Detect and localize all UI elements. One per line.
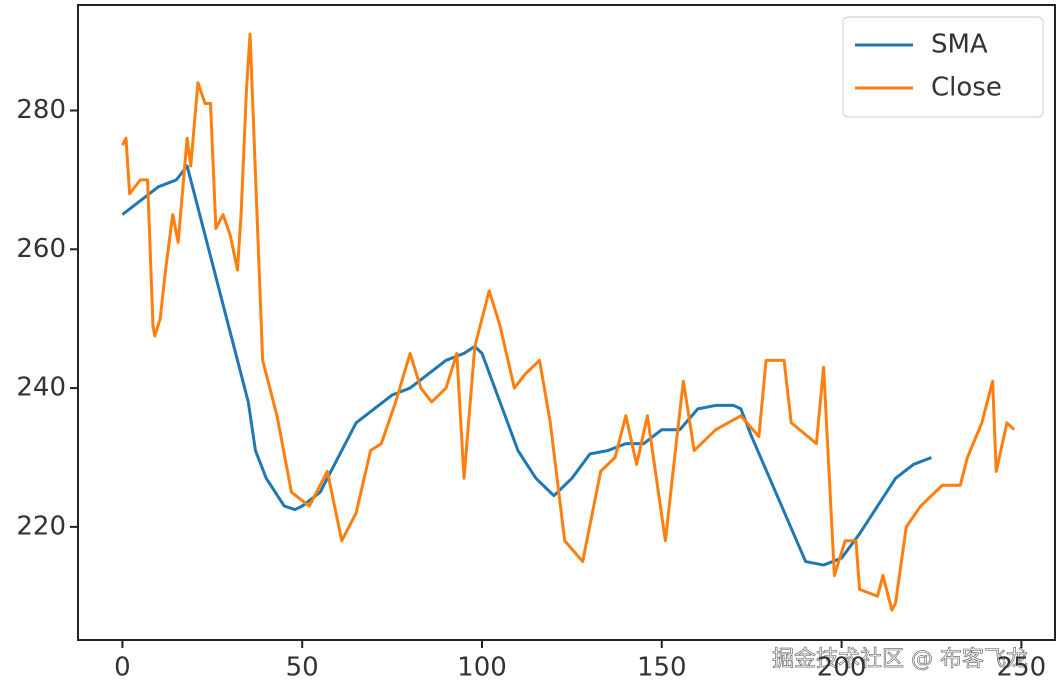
x-tick-label: 50	[286, 653, 319, 683]
axes-frame	[77, 4, 1056, 641]
x-tick-label: 100	[457, 653, 507, 683]
x-tick-label: 0	[114, 653, 131, 683]
x-tick-label: 250	[997, 653, 1047, 683]
y-tick-label: 280	[16, 95, 66, 125]
legend-box	[842, 16, 1044, 118]
y-tick-label: 240	[16, 373, 66, 403]
y-tick-label: 260	[16, 234, 66, 264]
line	[121, 32, 1016, 612]
legend-label: Close	[931, 73, 1002, 103]
legend-label: SMA	[931, 30, 988, 60]
y-tick-label: 220	[16, 511, 66, 541]
x-tick-label: 200	[817, 653, 867, 683]
x-tick-label: 150	[637, 653, 687, 683]
line	[121, 164, 933, 567]
watermark: 掘金技术社区 @ 布客飞龙	[772, 647, 1028, 672]
